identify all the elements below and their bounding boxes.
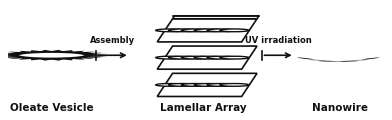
Ellipse shape [181,56,211,59]
Ellipse shape [362,57,379,60]
Ellipse shape [156,56,185,59]
Polygon shape [0,54,19,56]
Polygon shape [85,54,109,56]
Polygon shape [62,51,84,53]
Polygon shape [45,58,66,61]
Ellipse shape [156,84,185,86]
Ellipse shape [340,61,358,62]
Ellipse shape [220,56,249,59]
Polygon shape [54,50,73,53]
Ellipse shape [220,29,249,32]
Ellipse shape [220,84,249,86]
Ellipse shape [181,29,211,32]
Polygon shape [76,56,103,58]
Ellipse shape [207,84,236,86]
Polygon shape [157,46,257,69]
Text: Lamellar Array: Lamellar Array [160,103,247,113]
Polygon shape [38,58,58,61]
Polygon shape [0,55,22,57]
Text: UV irradiation: UV irradiation [245,36,312,45]
Polygon shape [62,57,84,60]
Polygon shape [70,52,95,54]
Polygon shape [81,55,107,57]
Ellipse shape [17,52,86,59]
Polygon shape [45,50,66,52]
Ellipse shape [194,56,223,59]
Ellipse shape [297,57,314,60]
Polygon shape [31,50,49,53]
Ellipse shape [194,84,223,86]
Ellipse shape [207,29,236,32]
Ellipse shape [181,84,211,86]
Polygon shape [38,50,58,52]
Polygon shape [70,57,95,59]
Text: Oleate Vesicle: Oleate Vesicle [10,103,94,113]
Polygon shape [9,52,34,54]
Ellipse shape [329,61,348,62]
Ellipse shape [308,60,326,61]
Polygon shape [54,58,73,60]
Polygon shape [31,58,49,60]
Ellipse shape [351,60,369,61]
Ellipse shape [169,56,198,59]
Ellipse shape [169,29,198,32]
Polygon shape [157,19,257,42]
Polygon shape [0,54,22,55]
Ellipse shape [194,29,223,32]
Polygon shape [76,53,103,55]
Polygon shape [172,16,259,19]
Ellipse shape [207,56,236,59]
Polygon shape [1,53,27,55]
Polygon shape [157,73,257,96]
Polygon shape [81,54,107,55]
Polygon shape [19,57,42,60]
Polygon shape [19,51,42,53]
Text: Assembly: Assembly [90,36,135,45]
Ellipse shape [156,29,185,32]
Text: Nanowire: Nanowire [312,103,368,113]
Ellipse shape [318,61,337,62]
Polygon shape [9,57,34,59]
Ellipse shape [169,84,198,86]
Polygon shape [1,56,27,58]
